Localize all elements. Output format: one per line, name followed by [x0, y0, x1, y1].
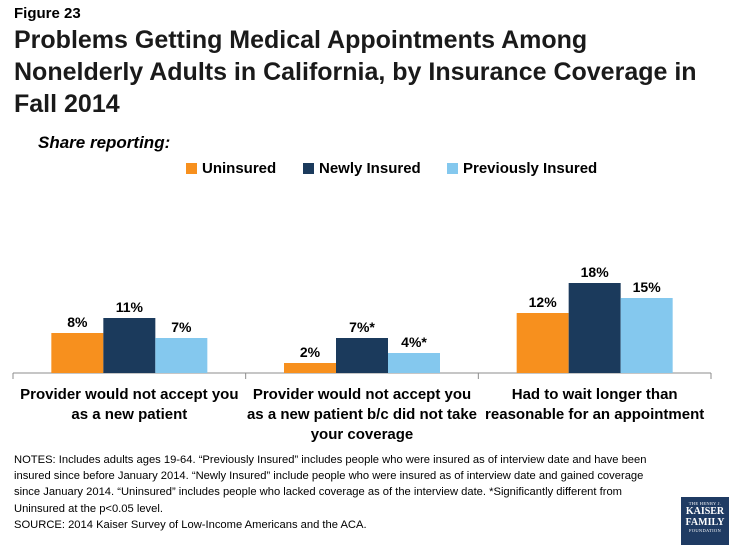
- category-label-3: Had to wait longer than reasonable for a…: [485, 386, 705, 423]
- data-label-previously-insured-cat-3: 15%: [633, 279, 662, 295]
- legend-label-previously-insured: Previously Insured: [463, 160, 598, 177]
- legend-label-newly-insured: Newly Insured: [319, 160, 421, 177]
- bar-uninsured-cat-3: [516, 313, 569, 373]
- category-label-2: Provider would not accept you as a new p…: [246, 386, 478, 443]
- data-label-previously-insured-cat-2: 4%*: [401, 334, 427, 350]
- data-label-uninsured-cat-3: 12%: [529, 294, 558, 310]
- legend-swatch-uninsured: [186, 163, 197, 174]
- legend-swatch-newly-insured: [303, 163, 314, 174]
- category-label-1: Provider would not accept you as a new p…: [20, 386, 239, 423]
- notes-text: NOTES: Includes adults ages 19-64. “Prev…: [14, 454, 647, 515]
- chart-subtitle: Share reporting:: [38, 133, 171, 152]
- legend: Uninsured Newly Insured Previously Insur…: [0, 160, 735, 180]
- chart-title: Problems Getting Medical Appointments Am…: [14, 26, 697, 118]
- bar-newly-insured-cat-2: [336, 338, 388, 373]
- bar-uninsured-cat-1: [51, 333, 104, 373]
- legend-item-previously-insured: Previously Insured: [447, 160, 597, 177]
- notes-block: NOTES: Includes adults ages 19-64. “Prev…: [14, 452, 664, 533]
- data-label-uninsured-cat-1: 8%: [67, 314, 88, 330]
- data-label-newly-insured-cat-1: 11%: [116, 299, 144, 315]
- bar-newly-insured-cat-3: [568, 283, 621, 373]
- source-text: SOURCE: 2014 Kaiser Survey of Low-Income…: [14, 518, 367, 531]
- bar-previously-insured-cat-3: [620, 298, 673, 373]
- bar-newly-insured-cat-1: [103, 318, 156, 373]
- legend-label-uninsured: Uninsured: [202, 160, 277, 177]
- figure-label: Figure 23: [14, 5, 81, 22]
- legend-swatch-previously-insured: [447, 163, 458, 174]
- data-label-newly-insured-cat-2: 7%*: [349, 319, 375, 335]
- data-label-newly-insured-cat-3: 18%: [581, 264, 610, 280]
- legend-item-newly-insured: Newly Insured: [303, 160, 421, 177]
- data-label-uninsured-cat-2: 2%: [300, 344, 321, 360]
- bar-previously-insured-cat-1: [155, 338, 208, 373]
- legend-item-uninsured: Uninsured: [186, 160, 276, 177]
- kff-logo: THE HENRY J. KAISER FAMILY FOUNDATION: [681, 497, 729, 545]
- data-label-previously-insured-cat-1: 7%: [171, 319, 192, 335]
- bar-previously-insured-cat-2: [388, 353, 440, 373]
- bar-uninsured-cat-2: [284, 363, 336, 373]
